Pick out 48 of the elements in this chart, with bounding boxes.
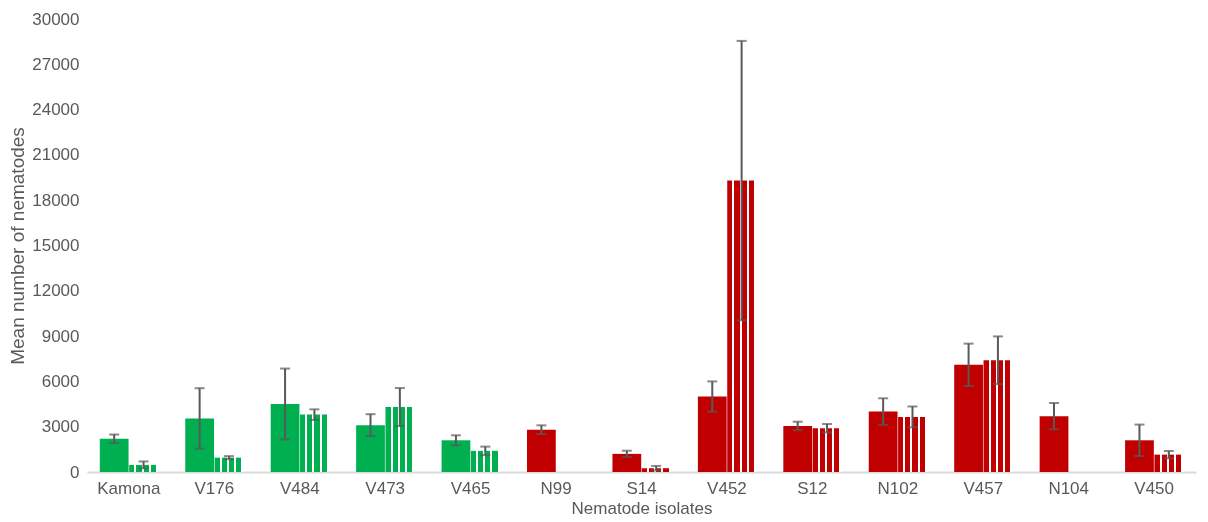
x-tick-label: V176 — [194, 478, 235, 498]
bar — [270, 404, 300, 472]
bar — [385, 407, 415, 472]
bar — [983, 360, 1013, 472]
y-tick-label: 12000 — [32, 281, 80, 301]
bar — [356, 425, 385, 472]
x-tick-label: V484 — [279, 478, 320, 498]
y-axis-title: Mean number of nematodes — [7, 127, 29, 365]
x-tick-label: Kamona — [97, 478, 162, 498]
bar — [300, 414, 329, 472]
bar — [812, 428, 842, 472]
bar — [185, 418, 215, 472]
y-tick-label: 15000 — [32, 236, 80, 255]
y-tick-label: 9000 — [41, 326, 80, 346]
x-tick-label: S12 — [797, 478, 828, 498]
y-tick-label: 3000 — [41, 417, 80, 437]
x-tick-label: V457 — [963, 478, 1004, 498]
x-axis-title: Nematode isolates — [571, 498, 713, 518]
bar — [1039, 416, 1069, 472]
y-tick-label: 0 — [70, 462, 80, 482]
x-tick-label: V452 — [707, 478, 747, 498]
bar — [441, 440, 471, 472]
bar — [470, 450, 500, 472]
bar — [527, 429, 556, 472]
x-tick-label: V465 — [450, 478, 491, 498]
x-tick-label: N104 — [1048, 478, 1090, 498]
bar — [954, 364, 983, 472]
bar — [1125, 440, 1154, 472]
bar — [868, 411, 898, 472]
bar — [99, 438, 129, 472]
bar — [898, 416, 927, 472]
bar — [783, 425, 813, 472]
y-tick-label: 21000 — [32, 145, 80, 165]
bar — [727, 180, 756, 472]
bar — [697, 396, 727, 472]
y-tick-label: 27000 — [32, 54, 80, 74]
y-tick-label: 30000 — [32, 9, 80, 29]
x-tick-label: V473 — [365, 478, 406, 498]
bar — [214, 457, 244, 472]
y-tick-label: 18000 — [32, 190, 80, 210]
y-tick-label: 24000 — [32, 100, 80, 120]
x-tick-label: S14 — [626, 478, 657, 498]
bar — [612, 453, 642, 472]
x-tick-label: V450 — [1134, 478, 1174, 498]
x-tick-label: N102 — [877, 478, 919, 498]
bar — [1154, 454, 1184, 472]
y-tick-label: 6000 — [41, 371, 80, 391]
x-tick-label: N99 — [540, 478, 572, 498]
